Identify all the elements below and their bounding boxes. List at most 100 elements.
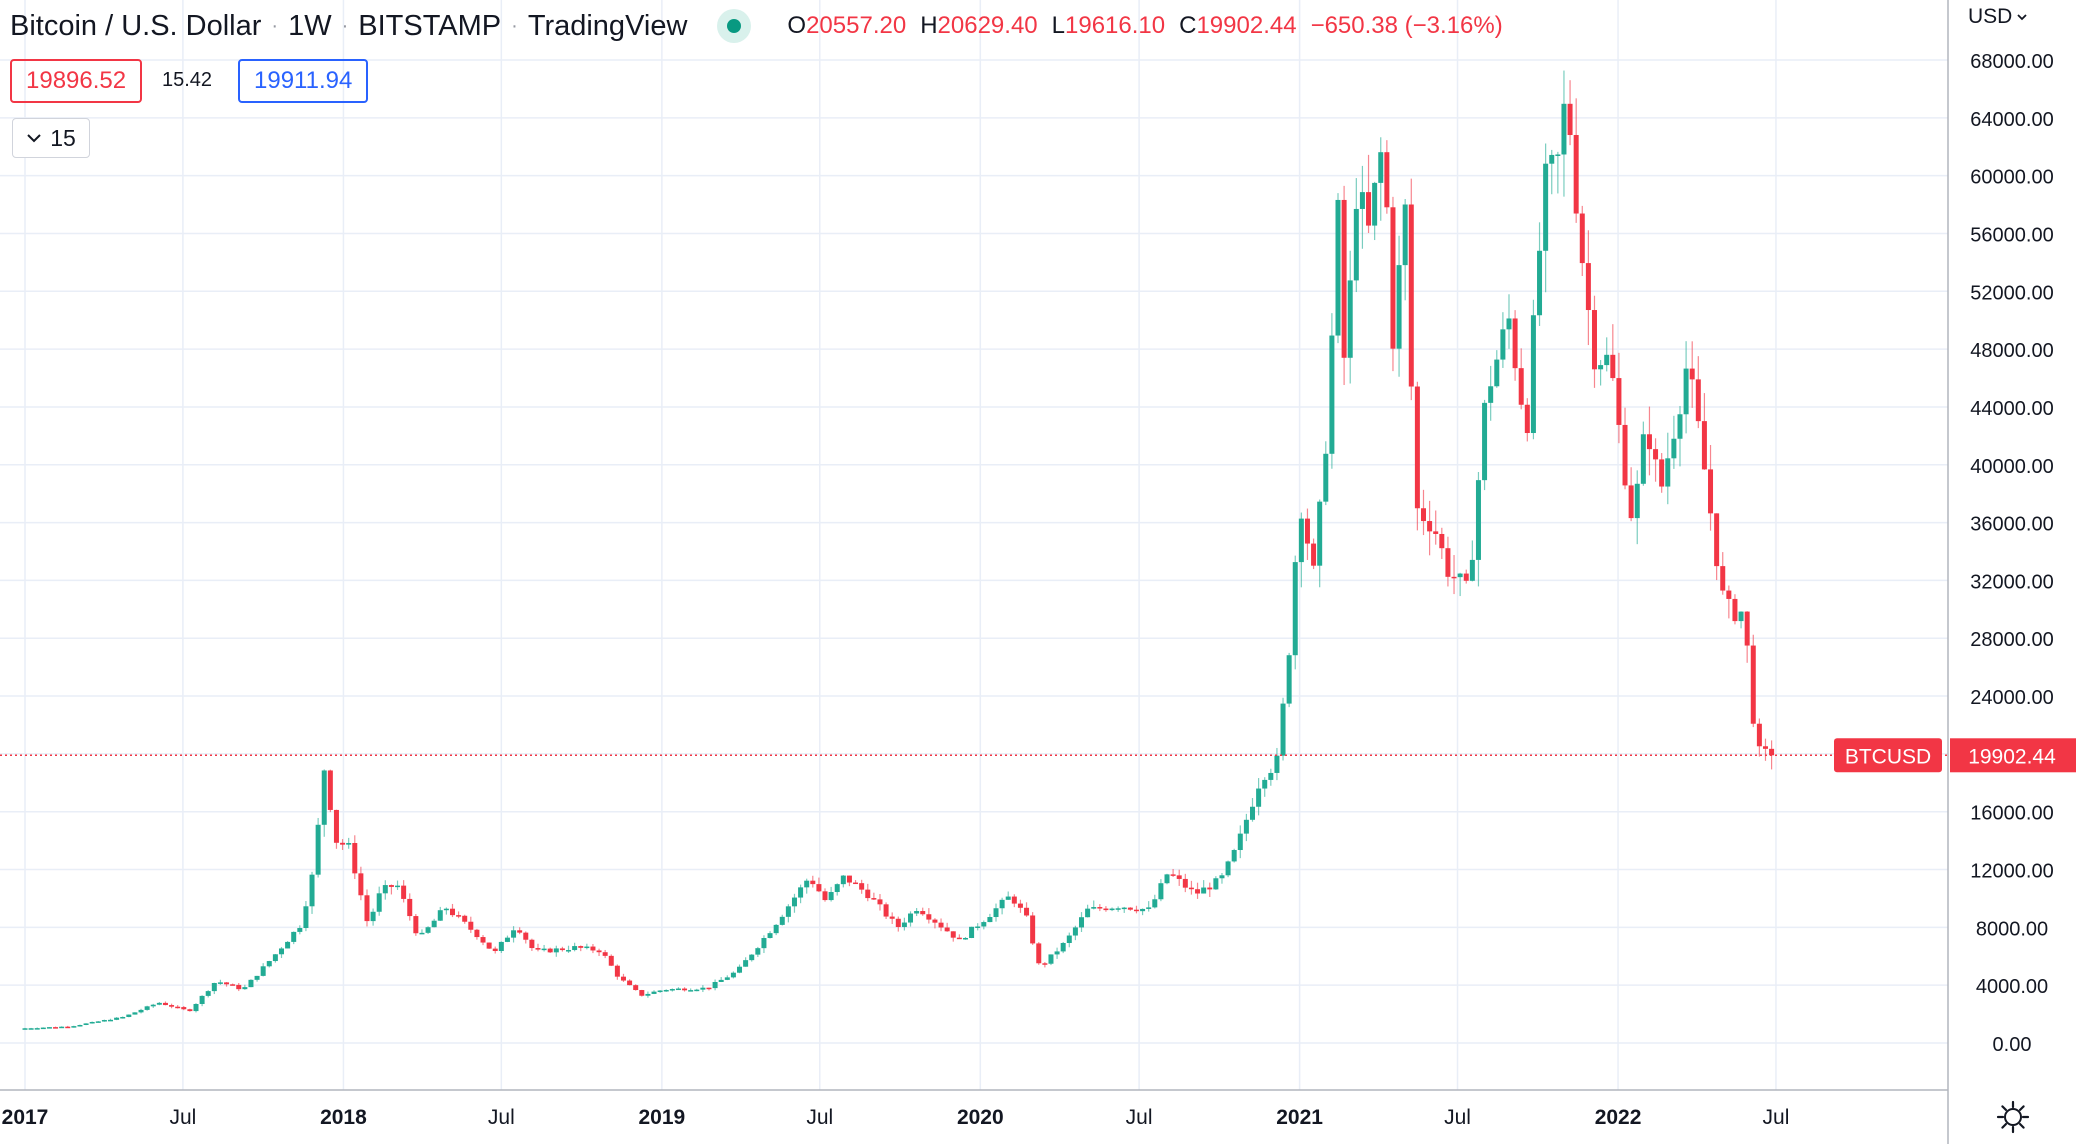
candle-up: [1738, 611, 1744, 622]
candle-down: [535, 948, 541, 950]
candle-up: [1665, 458, 1671, 487]
indicators-toggle-button[interactable]: 15: [12, 118, 90, 158]
gear-icon[interactable]: [1996, 1100, 2030, 1134]
candle-down: [950, 931, 956, 938]
candle-up: [675, 988, 681, 991]
candle-down: [1610, 354, 1616, 379]
candle-up: [1298, 518, 1304, 563]
candle-down: [523, 932, 529, 940]
candle-down: [1304, 518, 1310, 544]
candle-up: [1530, 315, 1536, 434]
candle-down: [1017, 903, 1023, 908]
chart-header: Bitcoin / U.S. Dollar · 1W · BITSTAMP · …: [10, 6, 1503, 46]
time-axis[interactable]: 2017 Jul 2018 Jul 2019 Jul 2020 Jul 2021 Jul 2022 J…: [2, 1106, 1790, 1129]
candle-down: [596, 950, 602, 953]
candle-up: [1482, 402, 1488, 481]
candle-up: [443, 908, 449, 911]
candle-up: [71, 1026, 77, 1028]
candle-up: [798, 887, 804, 898]
candle-down: [1384, 152, 1390, 208]
candle-up: [718, 979, 724, 982]
candle-up: [1079, 917, 1085, 928]
candle-up: [437, 910, 443, 921]
last-price-marker: BTCUSD 19902.44: [1834, 738, 2076, 773]
time-tick-label: 2018: [320, 1106, 367, 1129]
candle-down: [822, 891, 828, 901]
candle-up: [572, 946, 578, 951]
candle-down: [1628, 485, 1634, 519]
candle-down: [706, 987, 712, 990]
candle-up: [1152, 899, 1158, 908]
candle-up: [1671, 438, 1677, 459]
candle-down: [1701, 421, 1707, 470]
candle-up: [688, 990, 694, 992]
candle-up: [28, 1028, 34, 1030]
candle-down: [1127, 907, 1133, 910]
last-price-label: 19902.44: [1968, 745, 2056, 768]
candle-up: [840, 875, 846, 885]
price-tick-label: 16000.00: [1970, 803, 2053, 825]
currency-selector[interactable]: USD: [1968, 5, 2028, 29]
candle-up: [1054, 951, 1060, 955]
candle-up: [1396, 265, 1402, 349]
candle-up: [1158, 883, 1164, 900]
candle-up: [431, 920, 437, 928]
candle-up: [303, 906, 309, 929]
candle-up: [975, 926, 981, 928]
candle-up: [584, 946, 590, 949]
candle-down: [492, 948, 498, 952]
candle-up: [1066, 935, 1072, 943]
candle-up: [657, 990, 663, 993]
candle-up: [828, 892, 834, 901]
sell-price-button[interactable]: 19896.52: [10, 59, 143, 103]
candle-up: [285, 941, 291, 949]
candle-down: [53, 1027, 59, 1029]
exchange-label: BITSTAMP: [358, 9, 502, 42]
candle-down: [877, 899, 883, 905]
candle-up: [737, 966, 743, 973]
candle-up: [242, 987, 248, 990]
separator-dot: ·: [271, 14, 279, 37]
candle-down: [456, 915, 462, 917]
candle-up: [1072, 927, 1078, 936]
candle-up: [114, 1017, 120, 1020]
candle-up: [1543, 163, 1549, 251]
candle-down: [1341, 199, 1347, 358]
candle-down: [1756, 723, 1762, 747]
candlestick-series: [22, 70, 1775, 1030]
candle-down: [633, 985, 639, 991]
candle-down: [1659, 459, 1665, 487]
candle-up: [773, 924, 779, 934]
candle-up: [553, 948, 559, 953]
candle-up: [1634, 483, 1640, 519]
buy-price-button[interactable]: 19911.94: [238, 59, 369, 103]
candle-down: [468, 921, 474, 930]
close-value: 19902.44: [1196, 12, 1297, 39]
candle-down: [407, 898, 413, 917]
candle-up: [1475, 480, 1481, 560]
price-tick-label: 24000.00: [1970, 687, 2053, 709]
candle-up: [46, 1027, 52, 1029]
candle-up: [1164, 874, 1170, 884]
candle-down: [1451, 576, 1457, 579]
candle-up: [1268, 772, 1274, 780]
candle-down: [1512, 318, 1518, 369]
price-tick-label: 56000.00: [1970, 224, 2053, 246]
candle-up: [144, 1006, 150, 1010]
candle-down: [327, 770, 333, 810]
symbol-title[interactable]: Bitcoin / U.S. Dollar: [10, 9, 262, 42]
candle-up: [663, 989, 669, 992]
open-value: 20557.20: [806, 12, 907, 39]
market-status-icon[interactable]: [717, 9, 752, 43]
candle-up: [1488, 386, 1494, 403]
candle-down: [1573, 135, 1579, 214]
candle-down: [1762, 746, 1768, 749]
candle-up: [1243, 819, 1249, 834]
candle-down: [608, 955, 614, 966]
candle-down: [340, 842, 346, 845]
interval-label[interactable]: 1W: [288, 9, 332, 42]
candle-down: [889, 916, 895, 919]
price-axis[interactable]: 0.004000.008000.0012000.0016000.0020000.…: [1970, 51, 2053, 1056]
candle-up: [260, 966, 266, 976]
